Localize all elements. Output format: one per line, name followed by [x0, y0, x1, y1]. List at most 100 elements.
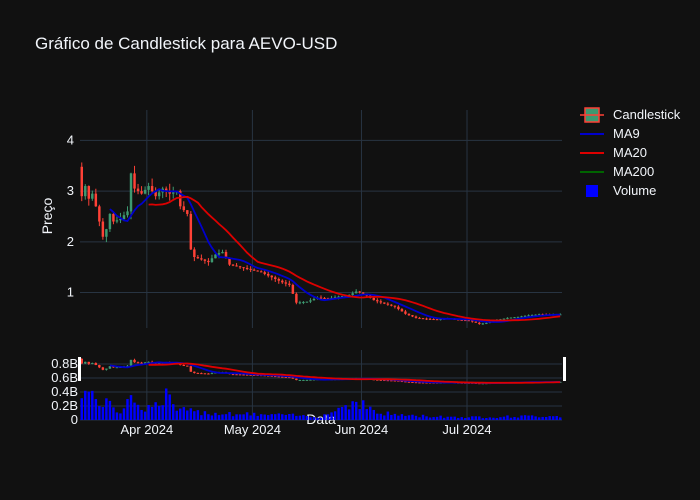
range-ma9-line: [109, 361, 561, 385]
volume-bar: [288, 413, 291, 420]
candle-body: [305, 301, 309, 303]
range-candle-body: [245, 374, 249, 376]
volume-bar: [492, 417, 495, 420]
volume-bar: [509, 417, 513, 420]
x-tick-label: May 2024: [224, 422, 281, 437]
candle-body: [133, 173, 136, 189]
volume-bar: [432, 417, 435, 420]
volume-bar: [411, 414, 414, 420]
candle-body: [309, 300, 312, 302]
volume-bar: [344, 405, 347, 420]
volume-bar: [418, 417, 421, 420]
volume-bar: [358, 409, 361, 420]
volume-bar: [98, 406, 101, 420]
candle-body: [238, 266, 242, 268]
range-candle-body: [80, 358, 83, 364]
volume-bar: [108, 400, 112, 420]
range-candle-body: [270, 375, 273, 377]
candle-body: [390, 304, 393, 306]
range-candle-body: [295, 378, 298, 381]
candle-body: [467, 320, 470, 322]
candle-body: [164, 188, 168, 192]
candle-body: [506, 317, 509, 319]
range-ma20-line: [148, 362, 561, 384]
volume-bar: [101, 407, 105, 420]
candle-body: [379, 301, 383, 303]
range-candle-body: [390, 380, 393, 382]
volume-bar: [435, 416, 439, 420]
volume-bar: [559, 417, 562, 420]
volume-bar: [281, 414, 284, 420]
volume-bar: [91, 390, 94, 420]
volume-tick-label: 0.2B: [51, 398, 78, 413]
volume-bar: [172, 404, 175, 420]
range-candle-body: [231, 374, 235, 376]
volume-bar: [449, 416, 453, 420]
candle-body: [228, 258, 231, 265]
range-candle-body: [414, 382, 418, 384]
candle-body: [91, 193, 94, 199]
candle-body: [418, 317, 421, 319]
volume-bar: [372, 409, 376, 420]
volume-bar: [242, 414, 245, 420]
volume-bar: [249, 415, 252, 420]
volume-bar: [467, 417, 470, 420]
volume-bar: [425, 416, 428, 420]
candle-body: [266, 273, 270, 276]
candle-body: [516, 316, 520, 318]
candle-body: [372, 297, 376, 301]
volume-bar: [548, 416, 551, 420]
candle-body: [361, 292, 365, 294]
volume-bar: [414, 415, 418, 420]
range-candle-body: [210, 373, 214, 375]
candle-body: [210, 258, 214, 263]
range-candle-body: [147, 361, 150, 363]
volume-bar: [119, 413, 122, 420]
volume-bar: [390, 414, 393, 420]
volume-bar: [112, 407, 115, 420]
range-candle-body: [235, 374, 238, 376]
volume-bar: [298, 415, 302, 420]
volume-tick-label: 0.4B: [51, 384, 78, 399]
volume-bar: [252, 412, 256, 420]
range-candle-body: [98, 365, 101, 368]
candle-body: [520, 316, 523, 318]
volume-bar: [534, 416, 537, 420]
candle-body: [358, 291, 361, 293]
volume-bar: [266, 415, 270, 420]
volume-bar: [126, 399, 129, 420]
candle-body: [274, 277, 277, 279]
volume-bar: [84, 390, 87, 420]
volume-bar: [354, 401, 358, 420]
volume-bar: [404, 415, 407, 420]
range-candle-body: [266, 375, 270, 377]
range-candle-body: [242, 374, 245, 376]
volume-bar: [80, 398, 83, 420]
volume-bar: [516, 417, 520, 420]
volume-bar: [87, 391, 91, 420]
volume-bar: [481, 418, 485, 420]
legend-label-ma200: MA200: [613, 164, 654, 179]
candle-body: [112, 213, 115, 222]
range-candle-body: [386, 380, 390, 382]
volume-bar: [122, 408, 126, 420]
volume-bar: [537, 417, 541, 420]
range-candle-body: [207, 373, 210, 375]
volume-bar: [319, 417, 323, 420]
candle-body: [523, 315, 527, 317]
candle-body: [277, 278, 281, 281]
range-candle-body: [115, 367, 119, 369]
volume-bar: [551, 416, 555, 420]
ma20-line: [148, 195, 561, 322]
candle-body: [291, 284, 295, 294]
volume-bar: [203, 411, 207, 420]
range-candle-body: [288, 377, 291, 379]
y-axis-label: Preço: [39, 198, 55, 235]
volume-bar: [157, 405, 161, 420]
legend-label-ma9: MA9: [613, 126, 640, 141]
volume-bar: [474, 416, 478, 420]
range-candle-body: [383, 380, 386, 382]
volume-bar: [428, 417, 432, 420]
candle-body: [354, 291, 358, 294]
volume-bar: [179, 408, 182, 420]
